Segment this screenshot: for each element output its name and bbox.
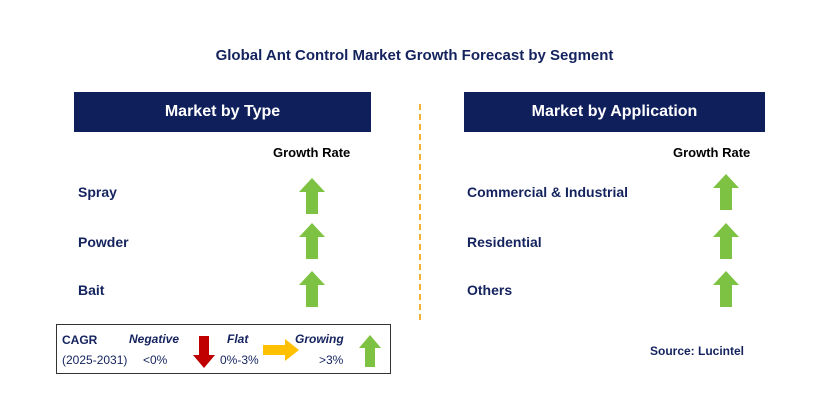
panel-divider	[419, 104, 421, 320]
cagr-legend: CAGR (2025-2031) Negative <0% Flat 0%-3%…	[56, 324, 391, 374]
up-arrow-icon	[713, 271, 739, 307]
segment-label-residential: Residential	[467, 234, 542, 250]
legend-flat-label: Flat	[227, 332, 249, 346]
legend-period: (2025-2031)	[62, 353, 128, 367]
up-arrow-icon	[299, 223, 325, 259]
application-growth-rate-label: Growth Rate	[673, 145, 751, 160]
legend-negative-label: Negative	[129, 332, 180, 346]
legend-growing-label: Growing	[295, 332, 344, 346]
up-arrow-icon	[359, 335, 381, 367]
page-title: Global Ant Control Market Growth Forecas…	[215, 47, 614, 64]
right-arrow-icon	[263, 339, 299, 361]
up-arrow-icon	[713, 223, 739, 259]
up-arrow-icon	[299, 271, 325, 307]
up-arrow-icon	[713, 174, 739, 210]
legend-growing-range: >3%	[319, 353, 344, 367]
legend-flat-range: 0%-3%	[220, 353, 259, 367]
legend-cagr-label: CAGR	[62, 333, 98, 347]
source-label: Source: Lucintel	[650, 344, 745, 358]
segment-label-others: Others	[467, 282, 513, 298]
down-arrow-icon	[193, 336, 215, 368]
segment-label-spray: Spray	[78, 184, 117, 200]
up-arrow-icon	[299, 178, 325, 214]
application-panel-header: Market by Application	[464, 92, 765, 132]
type-panel-header: Market by Type	[74, 92, 371, 132]
application-panel-header-label: Market by Application	[531, 103, 698, 120]
type-growth-rate-label: Growth Rate	[273, 145, 351, 160]
legend-negative-range: <0%	[143, 353, 168, 367]
segment-label-bait: Bait	[78, 282, 105, 298]
segment-label-powder: Powder	[78, 234, 129, 250]
type-panel-header-label: Market by Type	[164, 103, 281, 120]
segment-label-commercial-industrial: Commercial & Industrial	[467, 184, 629, 200]
